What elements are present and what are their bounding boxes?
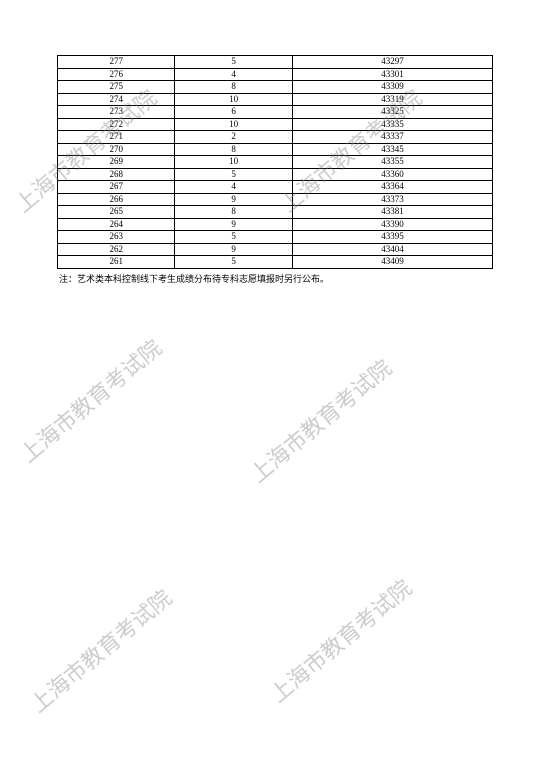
table-cell: 43335 <box>292 118 492 131</box>
table-cell: 43355 <box>292 156 492 169</box>
table-cell: 275 <box>58 81 175 94</box>
table-cell: 9 <box>175 218 292 231</box>
table-row: 2691043355 <box>58 156 493 169</box>
table-cell: 9 <box>175 243 292 256</box>
table-cell: 269 <box>58 156 175 169</box>
table-cell: 272 <box>58 118 175 131</box>
table-row: 266943373 <box>58 193 493 206</box>
table-cell: 262 <box>58 243 175 256</box>
table-cell: 43309 <box>292 81 492 94</box>
watermark: 上海市教育考试院 <box>242 351 397 489</box>
table-row: 268543360 <box>58 168 493 181</box>
table-cell: 5 <box>175 231 292 244</box>
table-cell: 43301 <box>292 68 492 81</box>
table-cell: 10 <box>175 93 292 106</box>
table-cell: 273 <box>58 106 175 119</box>
table-cell: 276 <box>58 68 175 81</box>
table-cell: 10 <box>175 118 292 131</box>
table-cell: 5 <box>175 256 292 269</box>
table-cell: 43390 <box>292 218 492 231</box>
footnote: 注：艺术类本科控制线下考生成绩分布待专科志愿填报时另行公布。 <box>57 272 493 285</box>
table-cell: 261 <box>58 256 175 269</box>
table-cell: 268 <box>58 168 175 181</box>
table-row: 267443364 <box>58 181 493 194</box>
table-cell: 9 <box>175 193 292 206</box>
table-cell: 266 <box>58 193 175 206</box>
table-cell: 43409 <box>292 256 492 269</box>
table-cell: 43364 <box>292 181 492 194</box>
table-row: 2741043319 <box>58 93 493 106</box>
page-content: 2775432972764433012758433092741043319273… <box>0 0 550 285</box>
table-cell: 10 <box>175 156 292 169</box>
table-cell: 6 <box>175 106 292 119</box>
table-cell: 43404 <box>292 243 492 256</box>
table-cell: 270 <box>58 143 175 156</box>
watermark: 上海市教育考试院 <box>22 581 177 719</box>
table-cell: 43373 <box>292 193 492 206</box>
table-row: 264943390 <box>58 218 493 231</box>
table-row: 263543395 <box>58 231 493 244</box>
watermark: 上海市教育考试院 <box>262 571 417 709</box>
table-cell: 267 <box>58 181 175 194</box>
table-cell: 265 <box>58 206 175 219</box>
table-cell: 43381 <box>292 206 492 219</box>
table-row: 265843381 <box>58 206 493 219</box>
table-row: 276443301 <box>58 68 493 81</box>
table-cell: 8 <box>175 206 292 219</box>
table-row: 261543409 <box>58 256 493 269</box>
table-body: 2775432972764433012758433092741043319273… <box>58 56 493 269</box>
table-cell: 277 <box>58 56 175 69</box>
table-cell: 43325 <box>292 106 492 119</box>
table-cell: 271 <box>58 131 175 144</box>
table-cell: 43297 <box>292 56 492 69</box>
watermark: 上海市教育考试院 <box>12 331 167 469</box>
table-row: 275843309 <box>58 81 493 94</box>
table-cell: 2 <box>175 131 292 144</box>
table-cell: 4 <box>175 181 292 194</box>
table-cell: 43395 <box>292 231 492 244</box>
table-row: 271243337 <box>58 131 493 144</box>
table-cell: 43345 <box>292 143 492 156</box>
table-row: 277543297 <box>58 56 493 69</box>
table-cell: 8 <box>175 81 292 94</box>
score-distribution-table: 2775432972764433012758433092741043319273… <box>57 55 493 269</box>
table-cell: 8 <box>175 143 292 156</box>
table-cell: 263 <box>58 231 175 244</box>
table-cell: 4 <box>175 68 292 81</box>
table-cell: 5 <box>175 56 292 69</box>
table-cell: 43319 <box>292 93 492 106</box>
table-row: 2721043335 <box>58 118 493 131</box>
table-row: 273643325 <box>58 106 493 119</box>
table-cell: 43337 <box>292 131 492 144</box>
table-row: 262943404 <box>58 243 493 256</box>
table-row: 270843345 <box>58 143 493 156</box>
table-cell: 274 <box>58 93 175 106</box>
table-cell: 43360 <box>292 168 492 181</box>
table-cell: 264 <box>58 218 175 231</box>
table-cell: 5 <box>175 168 292 181</box>
